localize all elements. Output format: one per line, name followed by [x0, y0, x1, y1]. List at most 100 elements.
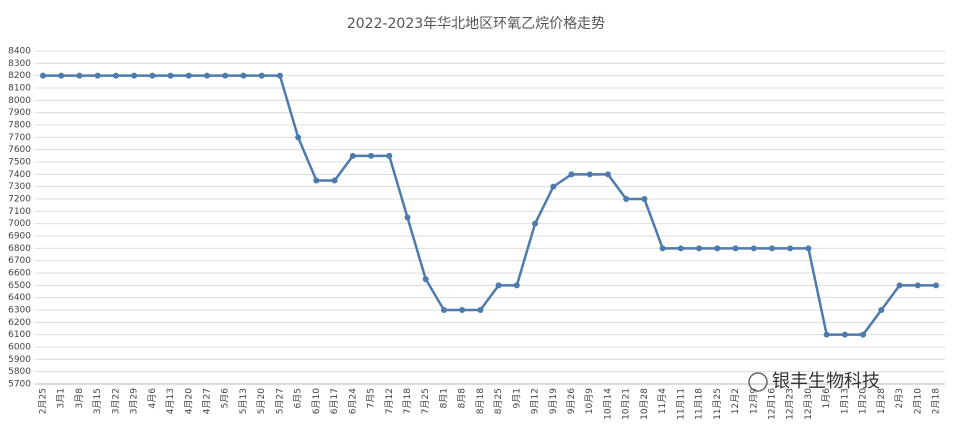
y-tick-label: 7000: [8, 219, 31, 229]
brand-icon: [748, 372, 768, 392]
marker: [258, 72, 265, 79]
x-tick-label: 10月9: [584, 388, 595, 414]
marker: [568, 171, 575, 178]
marker: [787, 245, 794, 252]
x-tick-label: 6月24: [347, 388, 358, 414]
x-tick-label: 1月6: [821, 388, 832, 409]
marker: [750, 245, 757, 252]
marker: [459, 307, 466, 313]
marker: [860, 331, 867, 338]
x-tick-label: 7月18: [402, 388, 413, 414]
marker: [295, 134, 302, 141]
marker: [94, 72, 101, 79]
line: [43, 74, 936, 336]
x-tick-label: 2月3: [894, 388, 905, 408]
y-tick-label: 7300: [8, 182, 31, 192]
marker: [313, 177, 320, 184]
x-tick-label: 8月18: [475, 388, 486, 414]
y-tick-label: 8300: [8, 59, 31, 69]
x-tick-label: 3月22: [110, 388, 121, 414]
x-tick-label: 7月12: [384, 388, 395, 414]
x-tick-label: 4月6: [147, 388, 158, 409]
x-tick-label: 11月18: [694, 388, 705, 420]
x-tick-label: 9月26: [566, 388, 577, 414]
x-tick-label: 12月16: [766, 388, 777, 420]
y-tick-label: 7100: [8, 207, 31, 217]
x-tick-label: 2月10: [912, 388, 923, 414]
x-tick-label: 3月15: [92, 388, 103, 414]
marker: [149, 72, 156, 79]
y-tick-label: 7800: [8, 121, 31, 131]
y-tick-label: 6300: [8, 306, 31, 316]
marker: [659, 245, 666, 252]
y-tick-label: 6500: [8, 281, 31, 291]
y-tick-label: 8000: [8, 96, 31, 106]
marker: [204, 72, 211, 79]
x-tick-label: 8月1: [438, 388, 449, 408]
marker: [349, 152, 356, 159]
x-tick-label: 10月21: [621, 388, 632, 420]
x-tick-label: 10月14: [602, 388, 613, 420]
marker: [696, 245, 703, 252]
marker: [714, 245, 721, 252]
x-tick-label: 4月27: [202, 388, 213, 414]
y-tick-label: 7200: [8, 195, 31, 205]
marker: [440, 307, 447, 313]
marker: [732, 245, 739, 252]
marker: [477, 307, 484, 313]
y-tick-label: 8400: [8, 47, 31, 57]
marker: [677, 245, 684, 252]
marker: [586, 171, 593, 178]
marker: [841, 331, 848, 338]
y-tick-label: 5800: [8, 367, 31, 377]
marker: [878, 307, 885, 313]
marker: [914, 282, 921, 289]
y-tick-label: 6000: [8, 343, 31, 353]
marker: [513, 282, 520, 289]
x-tick-label: 11月11: [675, 388, 686, 420]
y-tick-label: 6100: [8, 330, 31, 340]
x-tick-label: 3月29: [129, 388, 140, 414]
x-tick-label: 2月18: [931, 388, 942, 414]
marker: [422, 276, 429, 283]
x-tick-label: 9月19: [548, 388, 559, 414]
x-tick-label: 11月4: [657, 388, 668, 414]
marker: [623, 196, 630, 202]
x-tick-label: 12月2: [730, 388, 741, 414]
marker: [604, 171, 611, 178]
y-tick-label: 6200: [8, 318, 31, 328]
marker: [368, 152, 375, 159]
x-tick-label: 5月6: [220, 388, 231, 409]
y-tick-label: 6600: [8, 269, 31, 279]
marker: [823, 331, 830, 338]
x-tick-label: 12月30: [803, 388, 814, 420]
x-tick-label: 5月27: [274, 388, 285, 414]
x-tick-label: 4月13: [165, 388, 176, 414]
y-tick-label: 6900: [8, 232, 31, 242]
marker: [131, 72, 138, 79]
marker: [805, 245, 812, 252]
x-tick-label: 7月5: [366, 388, 377, 408]
x-tick-label: 3月1: [56, 388, 67, 408]
marker: [240, 72, 247, 79]
x-tick-label: 4月20: [183, 388, 194, 414]
x-tick-label: 7月25: [420, 388, 431, 414]
marker: [331, 177, 338, 184]
y-tick-label: 7700: [8, 133, 31, 143]
x-tick-label: 12月23: [785, 388, 796, 420]
marker: [896, 282, 903, 289]
x-tick-label: 12月9: [748, 388, 759, 414]
marker: [386, 152, 393, 159]
x-tick-label: 8月8: [457, 388, 468, 409]
marker: [641, 196, 648, 202]
x-tick-label: 1月20: [858, 388, 869, 414]
marker: [167, 72, 174, 79]
y-tick-label: 6400: [8, 293, 31, 303]
y-tick-label: 8100: [8, 84, 31, 94]
x-tick-label: 5月20: [256, 388, 267, 414]
chart-title: 2022-2023年华北地区环氧乙烷价格走势: [347, 16, 605, 32]
x-tick-label: 6月10: [311, 388, 322, 414]
marker: [550, 183, 557, 190]
x-tick-label: 9月1: [511, 388, 522, 408]
